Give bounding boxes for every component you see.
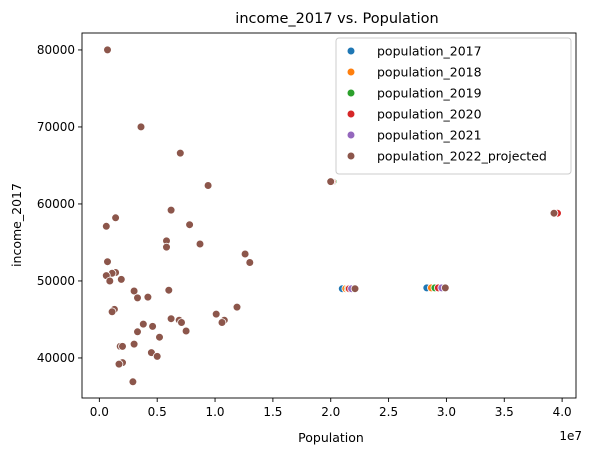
- legend-label: population_2022_projected: [377, 149, 547, 164]
- x-tick-label: 2.5: [379, 405, 398, 419]
- point-population_2022_projected-36: [148, 322, 157, 331]
- point-population_2022_projected-31: [166, 314, 176, 324]
- point-population_2022_projected-41: [129, 339, 139, 349]
- plot-frame: [81, 32, 577, 399]
- legend-label: population_2021: [377, 128, 482, 143]
- x-tick-label: 3.0: [437, 405, 456, 419]
- point-population_2022_projected-34: [217, 318, 227, 327]
- x-tick-label: 3.5: [495, 405, 514, 419]
- x-axis-label: Population: [298, 430, 364, 445]
- point-population_2022_projected-14: [245, 258, 255, 267]
- point-population_2022_projected-8: [102, 222, 111, 231]
- point-population_2022_projected-9: [549, 208, 559, 218]
- legend-label: population_2017: [377, 44, 482, 59]
- point-population_2022_projected-40: [155, 332, 164, 342]
- y-tick-label: 60000: [37, 197, 75, 211]
- point-population_2022_projected-13: [240, 249, 250, 259]
- chart-title: income_2017 vs. Population: [235, 11, 438, 27]
- point-population_2022_projected-15: [103, 257, 112, 267]
- x-tick-label: 0.5: [148, 405, 167, 419]
- point-population_2022_projected-25: [133, 293, 142, 303]
- point-population_2022_projected-35: [139, 319, 148, 329]
- legend: population_2017 population_2018 population…: [335, 37, 572, 175]
- y-tick-label: 70000: [37, 120, 75, 134]
- y-tick-label: 50000: [37, 274, 75, 288]
- point-population_2022_projected-11: [195, 239, 205, 249]
- y-tick-label: 80000: [37, 43, 75, 57]
- point-population_2022_projected-29: [107, 307, 117, 317]
- legend-label: population_2020: [377, 107, 482, 122]
- legend-marker: [346, 130, 356, 140]
- point-population_2022_projected-22: [440, 283, 450, 293]
- legend-label: population_2019: [377, 86, 482, 101]
- point-population_2022_projected-37: [177, 318, 186, 327]
- point-population_2022_projected-47: [114, 359, 124, 369]
- legend-marker: [346, 67, 356, 77]
- plot-area: [102, 45, 562, 387]
- x-axis-offset-label: 1e7: [559, 429, 582, 443]
- point-population_2022_projected-6: [111, 213, 120, 223]
- point-population_2022_projected-12: [162, 242, 171, 252]
- point-population_2022_projected-1: [136, 122, 146, 132]
- x-tick-label: 0.0: [90, 405, 109, 419]
- point-population_2022_projected-16: [117, 275, 126, 284]
- point-population_2022_projected-2: [176, 148, 185, 158]
- point-population_2022_projected-20: [105, 276, 115, 286]
- legend-marker: [346, 109, 356, 119]
- point-population_2022_projected-39: [181, 326, 191, 336]
- x-tick-label: 1.5: [263, 405, 282, 419]
- legend-marker: [346, 46, 356, 56]
- point-population_2022_projected-26: [143, 292, 153, 302]
- point-population_2022_projected-24: [129, 286, 139, 296]
- legend-box: [335, 37, 572, 175]
- point-population_2022_projected-0: [103, 45, 112, 55]
- point-population_2022_projected-3: [203, 181, 213, 190]
- legend-label: population_2018: [377, 65, 482, 80]
- point-population_2022_projected-4: [326, 177, 336, 186]
- point-population_2022_projected-45: [152, 352, 162, 361]
- point-population_2022_projected-43: [118, 342, 127, 351]
- y-axis-label: income_2017: [9, 183, 24, 267]
- legend-marker: [346, 88, 356, 98]
- point-population_2022_projected-21: [350, 284, 360, 294]
- point-population_2022_projected-30: [211, 309, 221, 319]
- point-population_2022_projected-5: [166, 205, 176, 215]
- point-population_2022_projected-27: [232, 302, 242, 312]
- x-tick-label: 2.0: [321, 405, 340, 419]
- point-population_2022_projected-23: [164, 285, 174, 295]
- point-population_2022_projected-48: [128, 377, 138, 387]
- point-population_2022_projected-38: [133, 327, 142, 337]
- legend-marker: [346, 151, 356, 161]
- x-tick-label: 4.0: [553, 405, 572, 419]
- point-population_2022_projected-7: [185, 220, 194, 230]
- x-tick-label: 1.0: [205, 405, 224, 419]
- axes: 0.0 0.5 1.0 1.5 2.0 2.5 3.0 3.5 4.0 40000 50000 600…: [37, 32, 577, 419]
- y-tick-label: 40000: [37, 351, 75, 365]
